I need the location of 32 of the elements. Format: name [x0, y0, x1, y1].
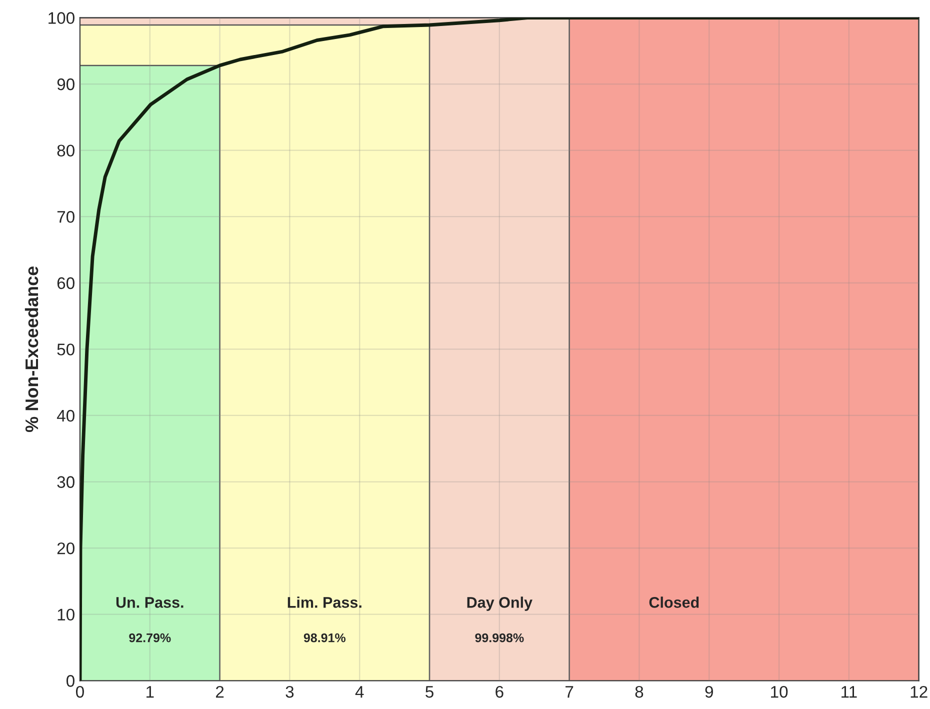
x-tick-label: 0	[76, 686, 84, 698]
x-tick-label: 11	[842, 686, 857, 698]
x-tick-label: 12	[910, 686, 928, 698]
y-tick-label: 60	[57, 277, 74, 290]
y-tick-label: 20	[57, 542, 74, 554]
y-tick-label: 70	[57, 211, 74, 223]
x-tick-label: 9	[705, 686, 713, 698]
y-tick-label: 80	[57, 144, 74, 157]
annotation: 92.79%	[129, 633, 171, 642]
x-tick-label: 8	[635, 686, 644, 698]
x-tick-label: 10	[771, 686, 788, 698]
band-label: Day Only	[467, 596, 532, 611]
y-tick-label: 100	[48, 12, 74, 24]
band-label: Closed	[649, 596, 699, 608]
y-tick-label: 90	[57, 78, 74, 90]
annotation: 98.91%	[304, 633, 346, 642]
y-tick-label: 10	[58, 608, 74, 621]
x-tick-label: 1	[146, 686, 154, 698]
x-tick-label: 4	[355, 686, 364, 698]
y-axis-title: % Non-Exceedance	[24, 266, 38, 432]
x-tick-label: 3	[286, 686, 294, 698]
band-label: Un. Pass.	[116, 597, 184, 608]
band-label: Lim. Pass.	[288, 596, 362, 608]
annotation: 99.998%	[475, 633, 524, 642]
x-tick-label: 5	[426, 686, 434, 698]
x-tick-label: 6	[496, 686, 504, 698]
x-tick-label: 7	[566, 686, 574, 698]
y-tick-label: 0	[66, 675, 74, 687]
x-tick-label: 2	[216, 686, 224, 698]
y-tick-label: 40	[56, 410, 74, 422]
y-tick-label: 50	[57, 344, 74, 356]
y-tick-label: 30	[57, 476, 74, 488]
